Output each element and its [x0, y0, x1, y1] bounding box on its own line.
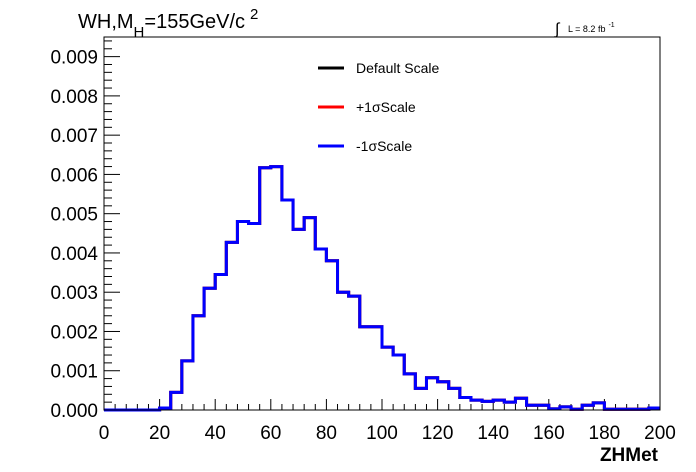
title-superscript: 2	[250, 6, 258, 23]
y-tick-label: 0.000	[50, 401, 98, 422]
x-tick-label: 200	[644, 423, 676, 444]
lumi-integral-symbol: ∫	[554, 21, 561, 38]
series-layer	[104, 165, 660, 412]
legend-label: Default Scale	[356, 60, 439, 76]
y-tick-label: 0.004	[50, 244, 98, 265]
y-tick-label: 0.001	[50, 362, 98, 383]
axes: 0 20 40 60 80 100 120 140 160 180 200 0.000 0.001 0.0…	[50, 40, 676, 444]
legend-label: +1σScale	[356, 99, 416, 115]
title-main: WH,M	[78, 11, 134, 33]
title-rest: =155GeV/c	[144, 11, 245, 33]
y-tick-label: 0.005	[50, 205, 98, 226]
chart-title: WH,MH=155GeV/c 2	[78, 6, 258, 41]
x-tick-label: 180	[589, 423, 621, 444]
lumi-label: L = 8.2 fb -1	[568, 22, 615, 34]
y-tick-label: 0.002	[50, 322, 98, 343]
x-tick-label: 20	[149, 423, 170, 444]
title-subscript: H	[134, 24, 145, 41]
x-tick-label: 120	[422, 423, 454, 444]
x-tick-label: 0	[99, 423, 110, 444]
legend-label: -1σScale	[356, 138, 412, 154]
x-tick-label: 140	[477, 423, 509, 444]
x-tick-label: 60	[260, 423, 281, 444]
x-axis-title: ZHMet	[600, 445, 659, 466]
y-tick-label: 0.008	[50, 87, 98, 108]
y-tick-label: 0.009	[50, 48, 98, 69]
lumi-superscript: -1	[608, 22, 614, 29]
legend: Default Scale +1σScale -1σScale	[318, 60, 439, 154]
x-tick-label: 40	[205, 423, 226, 444]
y-tick-label: 0.007	[50, 126, 98, 147]
y-tick-label: 0.003	[50, 283, 98, 304]
y-tick-label: 0.006	[50, 165, 98, 186]
x-tick-label: 100	[366, 423, 398, 444]
x-tick-label: 80	[316, 423, 337, 444]
plot-frame	[103, 36, 661, 411]
series-line-3	[104, 165, 660, 412]
x-tick-label: 160	[533, 423, 565, 444]
lumi-text: L = 8.2 fb	[568, 24, 605, 34]
